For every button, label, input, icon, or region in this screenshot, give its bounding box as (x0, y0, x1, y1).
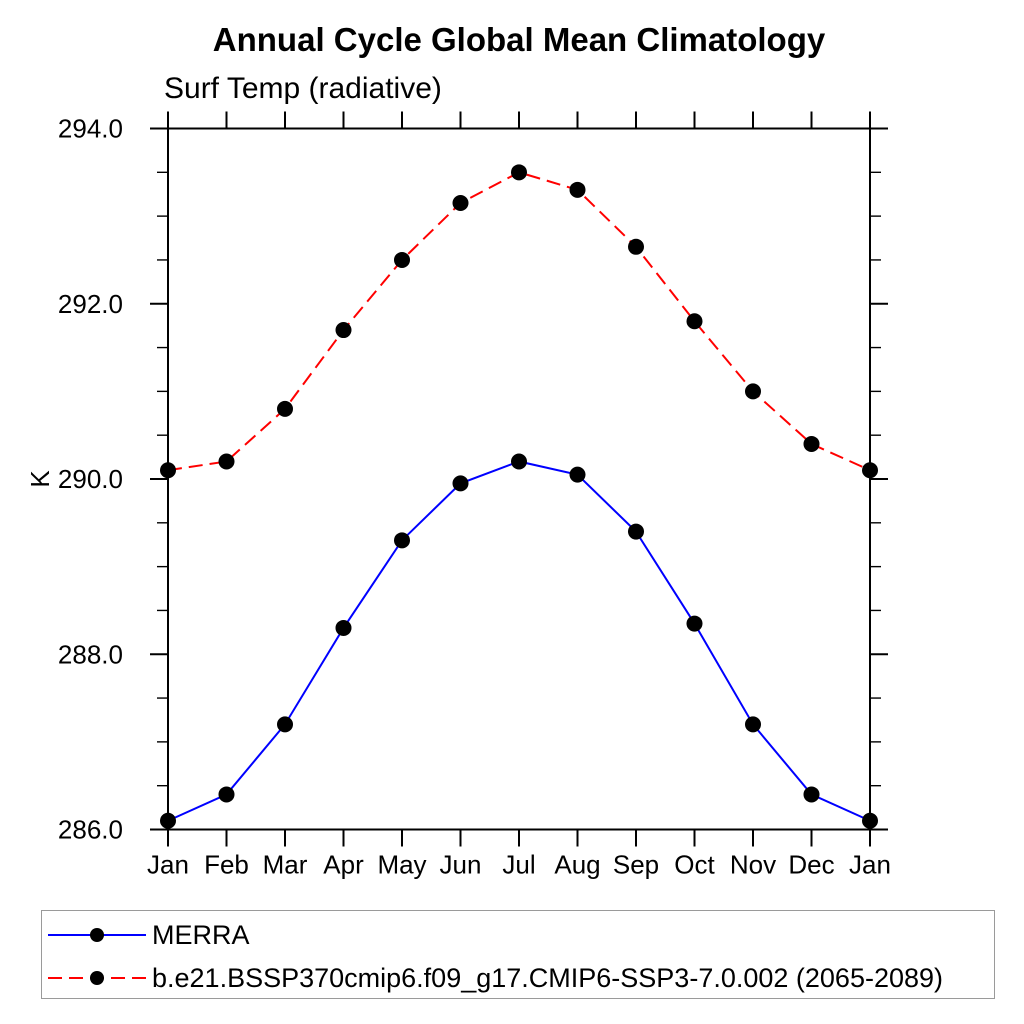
x-tick-label: Feb (204, 850, 249, 880)
data-point-marker-0 (452, 475, 469, 492)
series-line-1 (167, 171, 871, 472)
data-point-marker-0 (511, 453, 527, 470)
data-point-marker-0 (803, 786, 820, 803)
data-point-marker-1 (335, 322, 352, 339)
data-point-marker-0 (160, 812, 176, 829)
legend-label-merra: MERRA (152, 919, 250, 950)
legend-marker-dot (90, 971, 104, 985)
chart-subtitle: Surf Temp (radiative) (164, 72, 442, 105)
y-tick-label: 286.0 (58, 815, 123, 845)
plot-border (167, 127, 871, 831)
data-point-marker-1 (569, 181, 586, 198)
legend-box: MERRA b.e21.BSSP370cmip6.f09_g17.CMIP6-S… (41, 910, 995, 999)
x-tick-label: Dec (788, 850, 834, 880)
plot-canvas: 286.0 288.0 290.0 292.0 294.0 Jan Feb Mar Apr May… (25, 111, 891, 880)
data-point-marker-0 (335, 619, 352, 636)
x-tick-label: Jul (502, 850, 535, 880)
series-line-0 (167, 460, 871, 822)
data-point-marker-1 (745, 383, 761, 400)
legend-solid-line-sample (48, 928, 146, 942)
data-point-marker-1 (803, 435, 820, 452)
data-point-marker-1 (862, 462, 878, 479)
data-point-marker-1 (686, 313, 703, 330)
legend-label-model: b.e21.BSSP370cmip6.f09_g17.CMIP6-SSP3-7.… (152, 962, 944, 993)
chart-title: Annual Cycle Global Mean Climatology (212, 21, 826, 58)
x-tick-label: May (377, 850, 426, 880)
y-tick-label: 292.0 (58, 289, 123, 319)
data-point-marker-1 (218, 453, 235, 470)
legend-item-model: b.e21.BSSP370cmip6.f09_g17.CMIP6-SSP3-7.… (47, 962, 944, 993)
data-point-marker-0 (862, 812, 878, 829)
legend-item-merra: MERRA (47, 919, 250, 950)
legend-dashed-line-sample (48, 971, 146, 985)
x-tick-label: Aug (554, 850, 600, 880)
data-point-marker-0 (569, 466, 586, 483)
data-point-marker-0 (394, 532, 410, 549)
legend-marker-dot (90, 928, 104, 942)
x-tick-label: Mar (263, 850, 308, 880)
x-tick-label: Oct (674, 850, 715, 880)
data-point-marker-1 (394, 251, 410, 268)
x-tick-label: Jan (849, 850, 891, 880)
x-tick-label: Jun (440, 850, 482, 880)
y-tick-label: 294.0 (58, 114, 123, 144)
x-tick-label: Jan (147, 850, 189, 880)
data-point-marker-0 (745, 716, 761, 733)
y-tick-label: 288.0 (58, 639, 123, 669)
x-tick-label: Sep (613, 850, 659, 880)
data-point-marker-1 (511, 164, 527, 181)
data-point-marker-1 (160, 462, 176, 479)
data-point-marker-1 (277, 400, 293, 417)
data-point-marker-1 (452, 194, 469, 211)
y-tick-label: 290.0 (58, 464, 123, 494)
data-point-marker-0 (277, 716, 293, 733)
x-tick-label: Nov (730, 850, 776, 880)
data-point-marker-0 (686, 615, 703, 632)
y-axis-label: K (25, 470, 55, 488)
data-point-marker-1 (628, 238, 644, 255)
x-tick-label: Apr (323, 850, 364, 880)
data-point-marker-0 (218, 786, 235, 803)
data-point-marker-0 (628, 523, 644, 540)
